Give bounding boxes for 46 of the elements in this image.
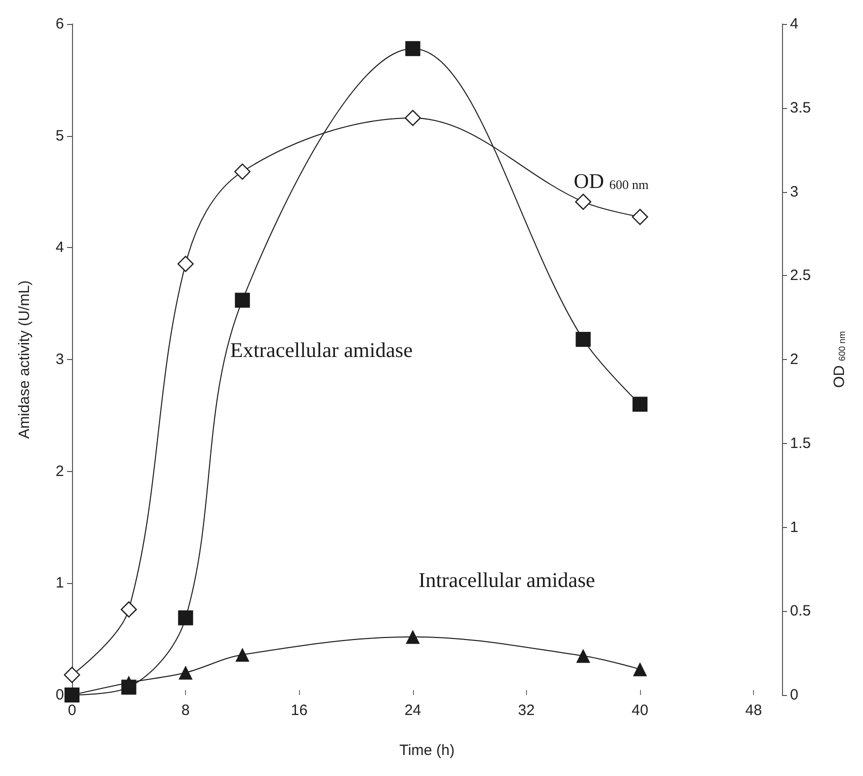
y-tick-label: 3 <box>56 351 64 368</box>
point <box>234 292 250 308</box>
point <box>405 41 420 56</box>
x-tick-label: 0 <box>68 702 76 719</box>
y-tick-label: 1 <box>56 574 64 592</box>
x-axis-title: Time (h) <box>399 742 455 759</box>
x-tick-label: 40 <box>632 702 648 719</box>
point <box>575 194 592 210</box>
series-label: Intracellular amidase <box>418 568 596 592</box>
y2-tick-label: 3 <box>790 183 798 200</box>
point <box>633 662 647 676</box>
point <box>64 666 80 683</box>
point <box>235 648 250 662</box>
x-tick-label: 48 <box>745 702 762 719</box>
y-axis-title: Amidase activity (U/mL) <box>16 280 33 439</box>
y-tick-label: 4 <box>56 239 64 256</box>
point <box>404 110 421 126</box>
point <box>178 256 194 272</box>
y2-tick-label: 2 <box>790 351 798 368</box>
point <box>234 164 250 180</box>
point <box>632 396 648 412</box>
x-tick-label: 32 <box>518 702 535 719</box>
point <box>178 666 193 680</box>
y2-tick-label: 0.5 <box>790 602 811 620</box>
point <box>120 601 137 618</box>
x-tick-label: 8 <box>181 702 190 719</box>
y2-tick-label: 4 <box>790 16 798 32</box>
y-tick-label: 2 <box>56 462 64 480</box>
y2-tick-label: 2.5 <box>790 267 811 284</box>
y2-tick-label: 0 <box>790 686 798 704</box>
x-tick-label: 24 <box>404 702 422 719</box>
y2-tick-label: 3.5 <box>790 99 811 116</box>
y2-tick-label: 1 <box>790 518 798 536</box>
y2-axis-title: OD 600 nm <box>831 331 848 388</box>
y2-tick-label: 1.5 <box>790 434 811 452</box>
point <box>406 630 420 644</box>
y-tick-label: 0 <box>56 686 64 704</box>
y-tick-label: 5 <box>56 127 64 144</box>
x-tick-label: 16 <box>290 702 308 719</box>
series-label: Extracellular amidase <box>230 338 413 362</box>
point <box>576 648 590 663</box>
series-label: OD 600 nm <box>574 168 649 193</box>
point <box>632 208 648 226</box>
point <box>178 610 194 626</box>
y-tick-label: 6 <box>56 16 64 32</box>
point <box>576 332 591 347</box>
